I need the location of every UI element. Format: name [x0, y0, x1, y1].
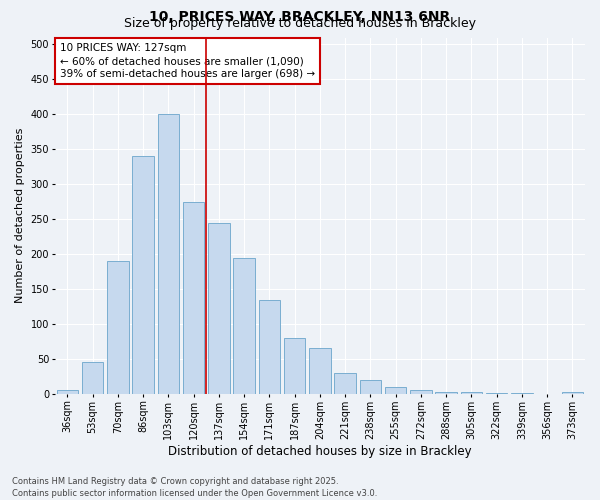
- Bar: [259, 300, 280, 394]
- Bar: [133, 156, 154, 394]
- Bar: [158, 114, 179, 394]
- Bar: [461, 392, 482, 394]
- Text: Size of property relative to detached houses in Brackley: Size of property relative to detached ho…: [124, 18, 476, 30]
- Y-axis label: Number of detached properties: Number of detached properties: [15, 128, 25, 304]
- Bar: [208, 222, 230, 394]
- Bar: [486, 393, 508, 394]
- X-axis label: Distribution of detached houses by size in Brackley: Distribution of detached houses by size …: [168, 444, 472, 458]
- Bar: [436, 392, 457, 394]
- Bar: [334, 373, 356, 394]
- Bar: [284, 338, 305, 394]
- Bar: [410, 390, 431, 394]
- Bar: [385, 387, 406, 394]
- Bar: [562, 392, 583, 394]
- Bar: [56, 390, 78, 394]
- Text: 10, PRICES WAY, BRACKLEY, NN13 6NR: 10, PRICES WAY, BRACKLEY, NN13 6NR: [149, 10, 451, 24]
- Bar: [183, 202, 205, 394]
- Bar: [107, 261, 128, 394]
- Bar: [233, 258, 255, 394]
- Bar: [359, 380, 381, 394]
- Bar: [511, 393, 533, 394]
- Text: Contains HM Land Registry data © Crown copyright and database right 2025.
Contai: Contains HM Land Registry data © Crown c…: [12, 476, 377, 498]
- Bar: [309, 348, 331, 394]
- Bar: [82, 362, 103, 394]
- Text: 10 PRICES WAY: 127sqm
← 60% of detached houses are smaller (1,090)
39% of semi-d: 10 PRICES WAY: 127sqm ← 60% of detached …: [60, 43, 315, 79]
